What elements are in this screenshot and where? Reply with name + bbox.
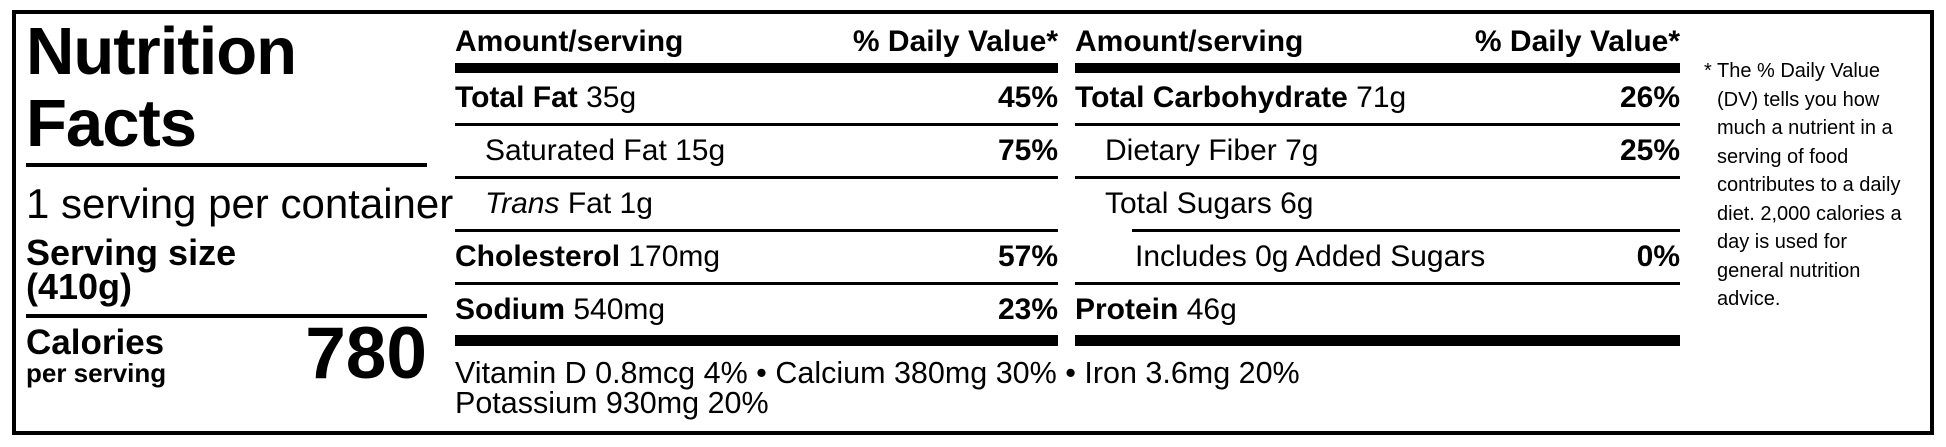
nutrient-row-saturated-fat: Saturated Fat 15g 75% <box>455 126 1058 176</box>
nutrient-amount: 46g <box>1186 293 1237 326</box>
title-line-nutrition: Nutrition <box>26 14 297 89</box>
nutrient-name-italic: Trans <box>485 187 560 220</box>
nutrient-row-total-sugars: Total Sugars 6g <box>1075 179 1680 229</box>
row-divider <box>1075 282 1680 285</box>
nutrient-row-dietary-fiber: Dietary Fiber 7g 25% <box>1075 126 1680 176</box>
row-divider <box>1075 123 1680 126</box>
micronutrients: Vitamin D 0.8mcg 4% • Calcium 380mg 30% … <box>455 346 1680 420</box>
row-divider <box>455 229 1058 232</box>
micronutrients-line-1: Vitamin D 0.8mcg 4% • Calcium 380mg 30% … <box>455 356 1300 390</box>
nutrient-amount: 540mg <box>573 293 666 326</box>
row-divider <box>455 176 1058 179</box>
nutrient-dv: 45% <box>997 81 1058 114</box>
nutrient-columns: Amount/serving % Daily Value* Total Fat … <box>455 14 1680 346</box>
nutrient-name: Dietary Fiber <box>1105 134 1277 167</box>
calories-section: Calories per serving 780 <box>26 313 427 394</box>
nutrient-dv: 0% <box>1636 240 1680 273</box>
nutrient-name: Total Sugars <box>1105 187 1272 220</box>
header-bar <box>455 63 1058 73</box>
nutrient-amount: 170mg <box>628 240 721 273</box>
row-divider <box>455 123 1058 126</box>
nutrient-row-total-carbohydrate: Total Carbohydrate 71g 26% <box>1075 73 1680 123</box>
serving-size-value: (410g) <box>26 266 133 307</box>
nutrient-amount: 35g <box>586 81 637 114</box>
nutrient-row-protein: Protein 46g <box>1075 285 1680 335</box>
footnote-text: The % Daily Value (DV) tells you how muc… <box>1717 60 1902 310</box>
title-line-facts: Facts <box>26 86 197 161</box>
nutrient-dv: 25% <box>1619 134 1680 167</box>
nutrient-column-1: Amount/serving % Daily Value* Total Fat … <box>455 14 1058 346</box>
calories-sublabel: per serving <box>26 358 167 388</box>
header-bar <box>1075 63 1680 73</box>
nutrient-dv: 75% <box>997 134 1058 167</box>
nutrient-name: Saturated Fat <box>485 134 667 167</box>
nutrient-row-total-fat: Total Fat 35g 45% <box>455 73 1058 123</box>
nutrient-name: Protein <box>1075 293 1179 326</box>
title-divider <box>26 163 427 167</box>
daily-value-header: % Daily Value* <box>1474 25 1680 58</box>
nutrient-row-cholesterol: Cholesterol 170mg 57% <box>455 232 1058 282</box>
amount-serving-header: Amount/serving <box>1075 25 1304 58</box>
nutrient-row-trans-fat: Trans Fat 1g <box>455 179 1058 229</box>
nutrition-facts-title: Nutrition Facts <box>26 16 427 160</box>
nutrient-dv: 26% <box>1619 81 1680 114</box>
nutrient-name: Fat <box>567 187 612 220</box>
label-frame: Nutrition Facts 1 serving per container … <box>12 10 1934 435</box>
calories-labels: Calories per serving <box>26 323 167 388</box>
nutrient-column-2: Amount/serving % Daily Value* Total Carb… <box>1075 14 1680 346</box>
nutrient-name: Includes 0g Added Sugars <box>1135 240 1486 273</box>
servings-per-container: 1 serving per container <box>26 180 454 227</box>
nutrient-table: Amount/serving % Daily Value* Total Fat … <box>455 14 1680 418</box>
nutrient-dv: 57% <box>997 240 1058 273</box>
serving-size-label: Serving size <box>26 232 237 273</box>
nutrient-amount: 6g <box>1280 187 1314 220</box>
section-bar <box>1075 335 1680 346</box>
column-1-header: Amount/serving % Daily Value* <box>455 14 1058 63</box>
calories-value: 780 <box>305 313 427 394</box>
nutrient-amount: 1g <box>619 187 653 220</box>
nutrient-dv: 23% <box>997 293 1058 326</box>
nutrient-amount: 71g <box>1356 81 1407 114</box>
nutrient-amount: 15g <box>675 134 726 167</box>
nutrient-name: Total Carbohydrate <box>1075 81 1348 114</box>
nutrient-row-added-sugars: Includes 0g Added Sugars 0% <box>1075 232 1680 282</box>
calories-label: Calories <box>26 323 165 362</box>
nutrient-name: Total Fat <box>455 81 578 114</box>
nutrient-name: Sodium <box>455 293 565 326</box>
nutrient-name: Cholesterol <box>455 240 621 273</box>
nutrient-amount: 7g <box>1285 134 1319 167</box>
daily-value-header: % Daily Value* <box>852 25 1058 58</box>
section-bar <box>455 335 1058 346</box>
row-divider-indented <box>1132 229 1680 232</box>
dv-footnote: * The % Daily Value (DV) tells you how m… <box>1704 57 1916 314</box>
micronutrients-line-2: Potassium 930mg 20% <box>455 386 769 420</box>
left-panel: Nutrition Facts 1 serving per container … <box>26 14 454 394</box>
footnote-marker: * <box>1704 60 1712 82</box>
footnote-body: * The % Daily Value (DV) tells you how m… <box>1704 57 1916 314</box>
row-divider <box>455 282 1058 285</box>
nutrient-row-sodium: Sodium 540mg 23% <box>455 285 1058 335</box>
amount-serving-header: Amount/serving <box>455 25 684 58</box>
calories-divider <box>26 314 427 318</box>
column-2-header: Amount/serving % Daily Value* <box>1075 14 1680 63</box>
row-divider <box>1075 176 1680 179</box>
